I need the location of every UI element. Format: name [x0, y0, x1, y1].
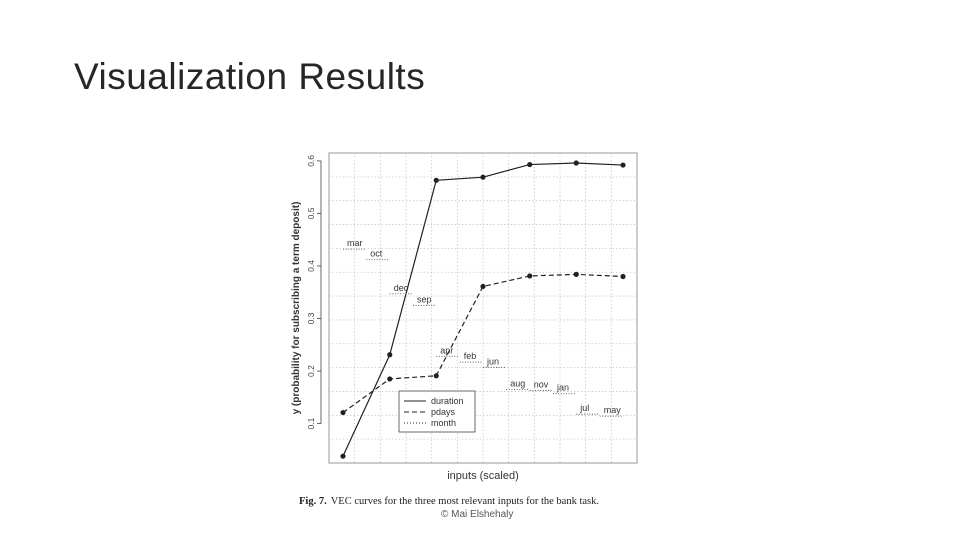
data-point-duration [387, 352, 393, 358]
month-label: may [604, 405, 622, 415]
figure-caption: Fig. 7. VEC curves for the three most rel… [299, 496, 599, 507]
month-label: mar [347, 238, 363, 248]
y-tick-label: 0.5 [306, 207, 316, 219]
month-label: nov [534, 379, 549, 389]
data-point-pdays [573, 271, 579, 277]
month-label: dec [394, 283, 409, 293]
month-label: apr [440, 345, 453, 355]
month-label: sep [417, 294, 432, 304]
figure-caption-label: Fig. 7. [299, 496, 327, 507]
y-tick-label: 0.4 [306, 260, 316, 272]
y-tick-label: 0.2 [306, 365, 316, 377]
month-label: jun [486, 356, 499, 366]
data-point-pdays [433, 373, 439, 379]
data-point-pdays [527, 273, 533, 279]
data-point-duration [573, 160, 579, 166]
y-tick-label: 0.1 [306, 417, 316, 429]
data-point-pdays [620, 273, 626, 280]
vec-figure: 0.1 0.2 0.3 0.4 0.5 0.6 y (probability for sub… [285, 145, 645, 515]
legend-label-duration: duration [431, 396, 464, 406]
y-axis-title: y (probability for subscribing a term de… [291, 202, 302, 415]
data-point-duration [433, 177, 439, 183]
data-point-pdays [340, 409, 346, 416]
month-label: jan [556, 383, 569, 393]
data-point-duration [480, 174, 486, 180]
y-tick-label: 0.3 [306, 312, 316, 324]
data-point-duration [340, 453, 346, 459]
month-label: aug [510, 378, 525, 388]
legend-box [398, 390, 476, 433]
legend-label-month: month [431, 418, 456, 428]
x-axis-title: inputs (scaled) [447, 470, 519, 482]
y-tick-label: 0.6 [306, 155, 316, 167]
month-label: oct [370, 249, 383, 259]
month-label: feb [464, 351, 477, 361]
data-point-pdays [387, 376, 393, 382]
copyright-notice: © Mai Elshehaly [441, 509, 514, 520]
data-point-pdays [480, 283, 486, 290]
vec-chart: 0.1 0.2 0.3 0.4 0.5 0.6 y (probability for sub… [291, 152, 638, 482]
slide-title: Visualization Results [74, 56, 426, 97]
month-label: jul [579, 403, 589, 413]
data-point-duration [620, 162, 626, 168]
data-point-duration [527, 161, 533, 168]
figure-caption-text: VEC curves for the three most relevant i… [330, 496, 599, 507]
legend-label-pdays: pdays [431, 407, 456, 417]
